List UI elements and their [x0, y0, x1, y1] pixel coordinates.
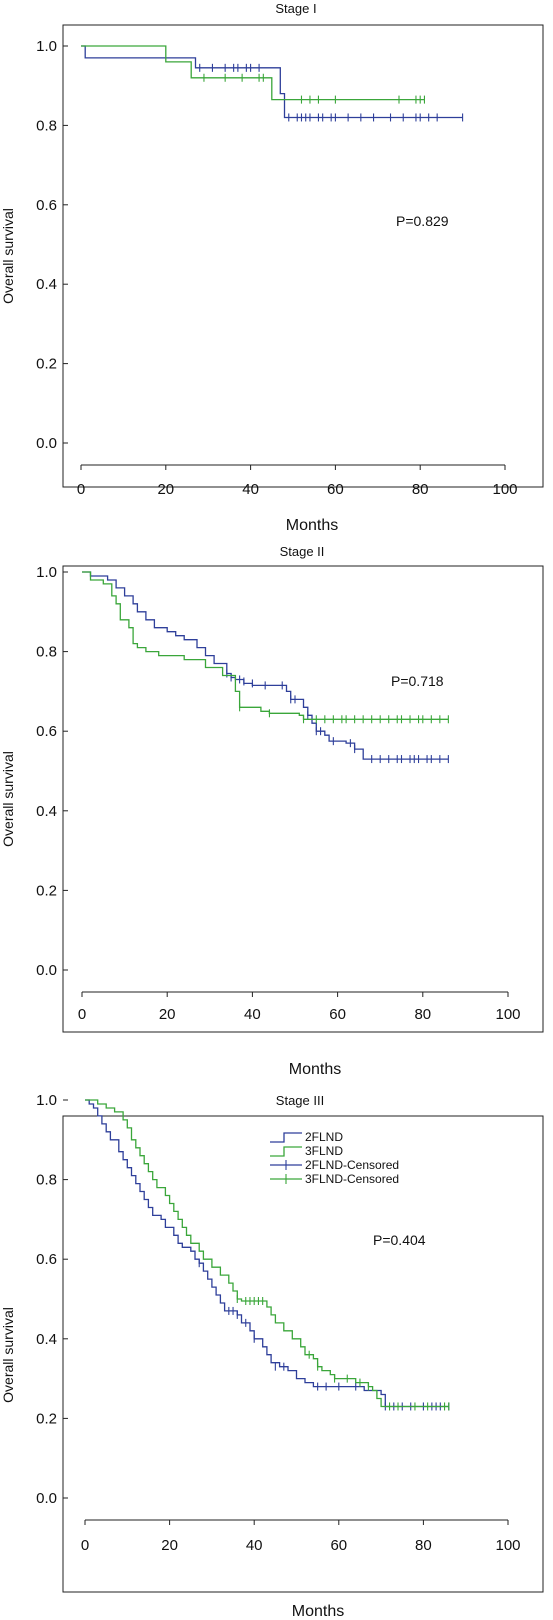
x-tick-label: 40	[242, 481, 259, 498]
chart-stage-2: Stage II Overall survival Months P=0.718…	[0, 544, 544, 1078]
x-tick-label: 20	[157, 481, 174, 498]
y-tick-label: 0.4	[36, 276, 57, 293]
y-tick-label: 0.0	[36, 1490, 57, 1507]
y-tick-label: 0.4	[36, 1331, 57, 1348]
x-tick-label: 20	[159, 1006, 176, 1023]
y-tick-label: 0.2	[36, 882, 57, 899]
y-axis-label: Overall survival	[0, 751, 16, 847]
y-tick-label: 0.8	[36, 644, 57, 661]
x-tick-label: 80	[412, 481, 429, 498]
legend-swatch-line	[270, 1146, 302, 1157]
x-axis-label: Months	[292, 1603, 344, 1620]
x-tick-label: 40	[244, 1006, 261, 1023]
legend-label-2flnd: 2FLND	[305, 1130, 343, 1144]
y-tick-label: 0.6	[36, 1251, 57, 1268]
x-tick-label: 100	[495, 1537, 520, 1554]
legend-label-3flnd-censored: 3FLND-Censored	[305, 1172, 399, 1186]
x-tick-label: 60	[329, 1006, 346, 1023]
x-tick-label: 0	[81, 1537, 89, 1554]
y-tick-label: 1.0	[36, 564, 57, 581]
x-tick-label: 60	[330, 1537, 347, 1554]
x-tick-label: 100	[495, 1006, 520, 1023]
x-axis-label: Months	[289, 1061, 341, 1078]
y-tick-label: 0.8	[36, 117, 57, 134]
y-tick-label: 0.0	[36, 962, 57, 979]
y-tick-label: 0.4	[36, 803, 57, 820]
legend-label-3flnd: 3FLND	[305, 1144, 343, 1158]
x-tick-label: 20	[161, 1537, 178, 1554]
chart-stage-3: Stage III Overall survival Months P=0.40…	[0, 1092, 544, 1620]
plot-frame	[62, 1115, 544, 1593]
x-tick-label: 80	[414, 1006, 431, 1023]
y-tick-label: 0.2	[36, 1410, 57, 1427]
survival-curve-2flnd	[85, 1099, 449, 1408]
chart-title: Stage I	[275, 1, 316, 16]
y-tick-label: 0.0	[36, 435, 57, 452]
x-axis-label: Months	[286, 517, 338, 534]
legend-swatch-line	[270, 1132, 302, 1143]
y-tick-label: 0.8	[36, 1172, 57, 1189]
y-tick-label: 0.6	[36, 723, 57, 740]
survival-curve-3flnd	[82, 571, 449, 720]
p-value-annotation: P=0.718	[391, 673, 444, 689]
y-axis-label: Overall survival	[0, 1307, 16, 1403]
y-tick-label: 1.0	[36, 38, 57, 55]
plot-frame	[62, 24, 544, 488]
survival-curve-2flnd	[82, 571, 449, 760]
legend: 2FLND 3FLND 2FLND-Censored 3FLND-Censore…	[270, 1130, 399, 1186]
x-tick-label: 60	[327, 481, 344, 498]
legend-label-2flnd-censored: 2FLND-Censored	[305, 1158, 399, 1172]
y-tick-label: 0.2	[36, 356, 57, 373]
p-value-annotation: P=0.829	[396, 213, 449, 229]
p-value-annotation: P=0.404	[373, 1232, 426, 1248]
x-tick-label: 0	[77, 481, 85, 498]
chart-stage-1: Stage I Overall survival Months P=0.829 …	[0, 1, 544, 534]
x-tick-label: 40	[246, 1537, 263, 1554]
y-axis-label: Overall survival	[0, 208, 16, 304]
y-tick-label: 0.6	[36, 197, 57, 214]
chart-title: Stage II	[280, 544, 325, 559]
x-tick-label: 80	[415, 1537, 432, 1554]
survival-curve-3flnd	[81, 45, 425, 101]
plot-frame	[62, 565, 544, 1033]
survival-curve-3flnd	[85, 1099, 449, 1408]
chart-title: Stage III	[276, 1093, 324, 1108]
x-tick-label: 100	[492, 481, 517, 498]
x-tick-label: 0	[78, 1006, 86, 1023]
y-tick-label: 1.0	[36, 1092, 57, 1109]
